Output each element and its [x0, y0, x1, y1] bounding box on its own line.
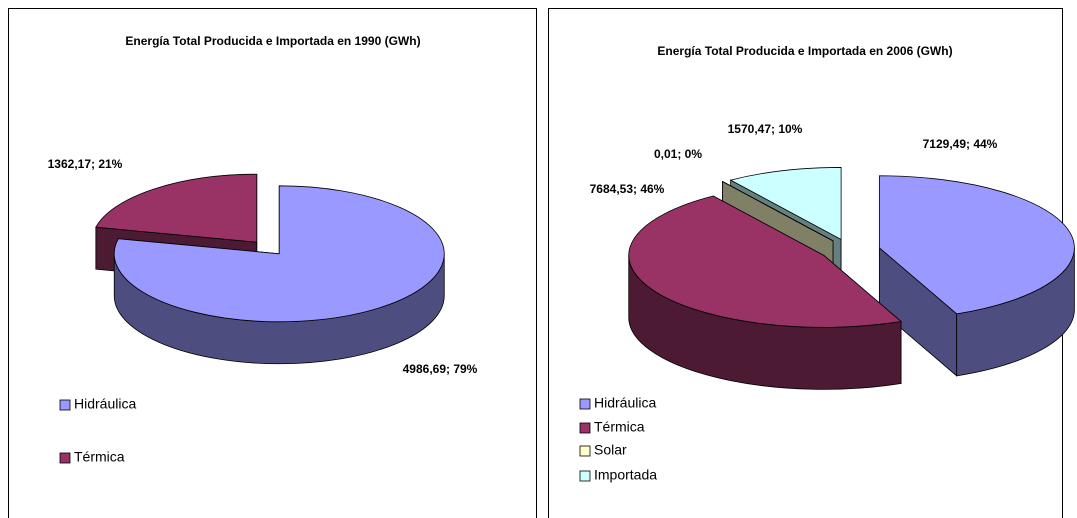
- legend-label: Térmica: [74, 449, 125, 465]
- legend-swatch: [59, 452, 71, 464]
- data-label: 1362,17; 21%: [48, 157, 123, 171]
- slice-top: [729, 167, 842, 241]
- chart-title: Energía Total Producida e Importada en 1…: [125, 34, 420, 48]
- slice-top: [722, 181, 834, 242]
- slice-top: [113, 185, 445, 323]
- legend-swatch: [579, 470, 591, 482]
- data-label: 7684,53; 46%: [590, 182, 665, 196]
- pie-slice: [878, 175, 1075, 377]
- slice-top: [628, 195, 902, 328]
- legend-label: Solar: [594, 442, 627, 458]
- pie-slice: [113, 185, 445, 365]
- data-label: 7129,49; 44%: [923, 137, 998, 151]
- chart-title: Energía Total Producida e Importada en 2…: [657, 44, 952, 58]
- data-label: 1570,47; 10%: [728, 122, 803, 136]
- legend-label: Hidráulica: [594, 395, 656, 411]
- slice-top: [878, 175, 1075, 315]
- legend-swatch: [59, 399, 71, 411]
- data-label: 4986,69; 79%: [403, 362, 478, 376]
- legend-swatch: [579, 398, 591, 410]
- pie-slice: [628, 195, 902, 390]
- legend-label: Importada: [594, 467, 657, 483]
- legend-label: Hidráulica: [74, 396, 136, 412]
- legend-swatch: [579, 422, 591, 434]
- slice-top: [95, 173, 258, 243]
- legend-label: Térmica: [594, 419, 645, 435]
- data-label: 0,01; 0%: [654, 147, 702, 161]
- legend-swatch: [579, 445, 591, 457]
